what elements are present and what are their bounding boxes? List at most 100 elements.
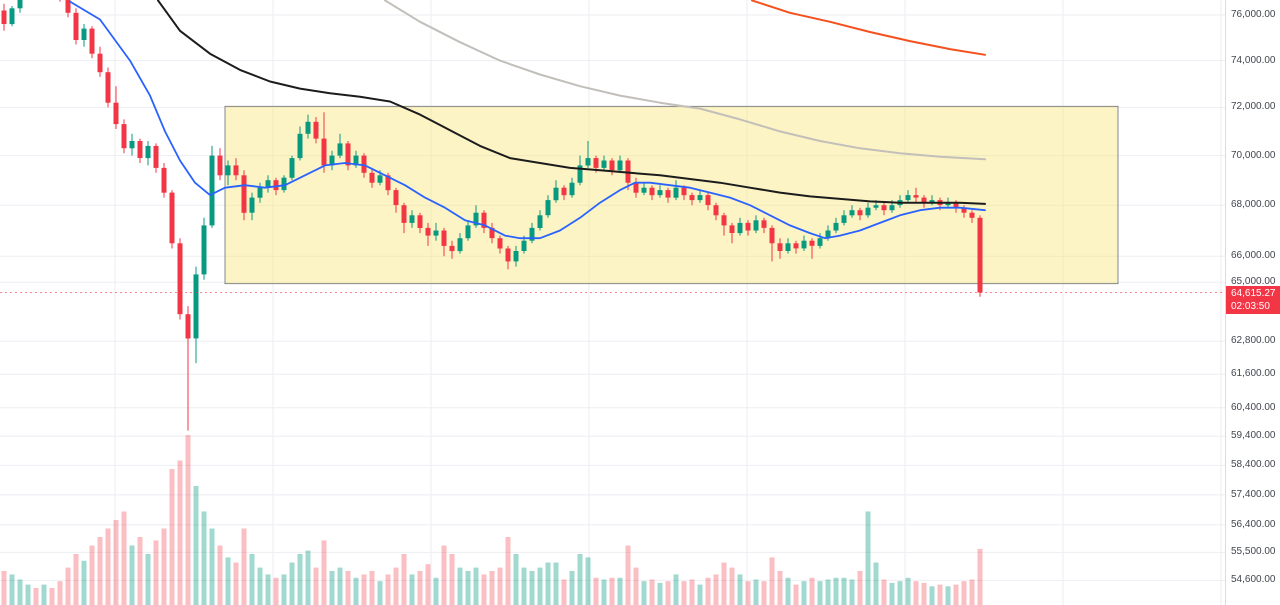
candle [881,205,887,211]
volume-bar [153,540,159,605]
candle [457,238,463,252]
volume-bar [41,584,47,605]
ma-gray-line [384,0,986,161]
volume-bar [121,511,127,605]
candle [521,240,527,251]
volume-bar [465,571,471,605]
candle [913,195,919,198]
candle [889,205,895,211]
grid-layer [0,0,1225,605]
candle [297,133,303,159]
candle [241,175,247,213]
candle [841,215,847,223]
candle [121,124,127,149]
volume-bar [561,579,567,605]
chart-canvas[interactable] [0,0,1225,605]
volume-bar [433,577,439,605]
volume-bar [937,584,943,605]
candle [353,155,359,166]
volume-bar [449,554,455,605]
candle [193,274,199,339]
candle [617,160,623,171]
candle [673,187,679,198]
volume-bar [209,528,215,605]
volume-bar [417,571,423,605]
candle [1,10,7,24]
price-axis[interactable]: 64,615.27 02:03:50 76,000.00 74,000.00 72,… [1225,0,1280,605]
volume-bar [953,584,959,605]
volume-bar [145,554,151,605]
candle [657,190,663,196]
volume-bar [297,554,303,605]
volume-bar [665,581,671,605]
volume-bar [537,567,543,605]
candle [249,197,255,213]
candle [377,175,383,183]
candle [977,217,983,293]
price-axis-label: 76,000.00 [1231,9,1276,20]
volume-bar [857,571,863,605]
volume-bar [569,571,575,605]
volume-bar [753,579,759,605]
candle [593,158,599,168]
candle [809,240,815,246]
volume-bar [473,567,479,605]
candle [273,180,279,191]
candle [185,314,191,339]
candle [17,0,23,9]
candle [169,192,175,244]
candle [265,180,271,188]
volume-bar [721,562,727,605]
price-axis-label: 59,400.00 [1231,430,1276,441]
volume-bar [1,571,7,605]
candle [585,158,591,166]
volume-bar [353,577,359,605]
candle [857,210,863,216]
candle [233,165,239,176]
highlight-rectangle[interactable] [224,105,1119,285]
volume-bar [601,579,607,605]
volume-bar [905,577,911,605]
candle [209,155,215,226]
candle [769,227,775,244]
candles-layer [1,0,983,431]
volume-bar [553,562,559,605]
volume-bar [361,574,367,605]
volume-bar [137,537,143,605]
volume-bar [873,562,879,605]
volume-bar [521,567,527,605]
volume-bar [785,577,791,605]
volume-bar [745,581,751,605]
candle [225,165,231,176]
candle [761,220,767,228]
volume-layer [1,435,983,605]
candle [137,141,143,158]
volume-bar [313,567,319,605]
volume-bar [497,567,503,605]
volume-bar [529,571,535,605]
candle [697,195,703,201]
price-axis-label: 54,600.00 [1231,574,1276,585]
price-axis-label: 56,400.00 [1231,519,1276,530]
candle [785,243,791,251]
volume-bar [377,581,383,605]
candle [337,143,343,156]
candle [161,167,167,193]
candle [609,160,615,171]
volume-bar [689,579,695,605]
candle [417,215,423,228]
price-axis-label: 66,000.00 [1231,250,1276,261]
candle [257,187,263,198]
volume-bar [25,584,31,605]
candle [737,222,743,234]
price-axis-label: 55,500.00 [1231,546,1276,557]
volume-bar [385,574,391,605]
volume-bar [913,581,919,605]
candle [537,215,543,228]
volume-bar [705,577,711,605]
volume-bar [305,550,311,605]
candle [505,248,511,262]
candle [929,200,935,203]
candle [441,230,447,246]
